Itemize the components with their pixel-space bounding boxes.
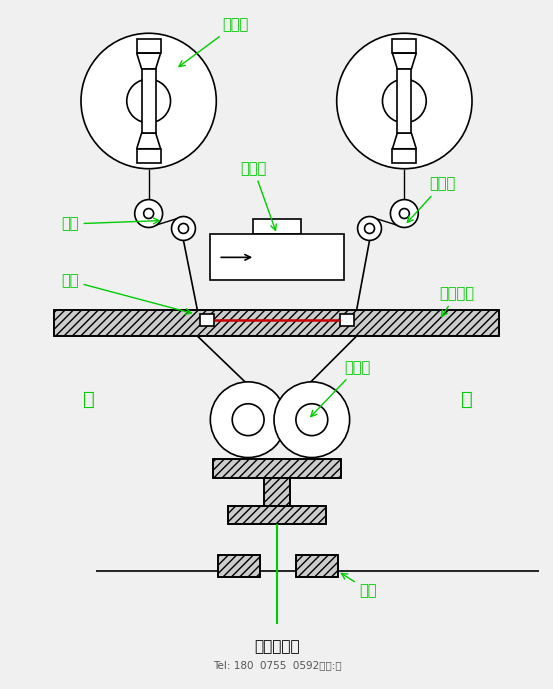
Bar [398,69,411,133]
Bar [213,459,341,478]
Bar [296,555,338,577]
Circle shape [81,33,216,169]
Text: 穿標示意圖: 穿標示意圖 [254,639,300,655]
Bar [200,314,215,326]
Circle shape [399,209,409,218]
Circle shape [144,209,154,218]
Text: 標簽紙: 標簽紙 [179,17,248,67]
Circle shape [364,223,374,234]
Circle shape [296,404,328,435]
Bar [296,555,338,577]
Text: 標簽輥: 標簽輥 [407,176,456,223]
Text: 熱封面: 熱封面 [240,161,276,230]
Bar [137,149,160,163]
Circle shape [210,382,286,457]
Bar [264,478,290,506]
Bar [210,234,343,280]
Bar [54,310,499,336]
Polygon shape [137,53,160,69]
Bar [393,39,416,53]
Bar [142,69,155,133]
Circle shape [383,79,426,123]
Circle shape [337,33,472,169]
Polygon shape [393,53,416,69]
Bar [340,314,353,326]
Polygon shape [393,133,416,149]
Polygon shape [137,133,160,149]
Text: 導槽: 導槽 [61,274,191,314]
Bar [253,218,301,234]
Bar [228,506,326,524]
Circle shape [390,200,418,227]
Text: 料盤: 料盤 [61,216,159,232]
Circle shape [274,382,349,457]
Text: 標簽輥: 標簽輥 [311,360,371,417]
Circle shape [135,200,163,227]
Bar [137,39,160,53]
Bar [228,506,326,524]
Bar [54,310,499,336]
Circle shape [358,216,382,240]
Text: 左: 左 [83,390,95,409]
Text: 剪刀: 剪刀 [341,573,377,598]
Circle shape [179,223,189,234]
Circle shape [127,79,170,123]
Circle shape [171,216,195,240]
Text: Tel: 180  0755  0592邮箱:邮: Tel: 180 0755 0592邮箱:邮 [213,659,341,670]
Bar [393,149,416,163]
Text: 工作基板: 工作基板 [439,286,474,316]
Circle shape [232,404,264,435]
Bar [218,555,260,577]
Bar [264,478,290,506]
Text: 右: 右 [461,390,473,409]
Bar [218,555,260,577]
Bar [213,459,341,478]
